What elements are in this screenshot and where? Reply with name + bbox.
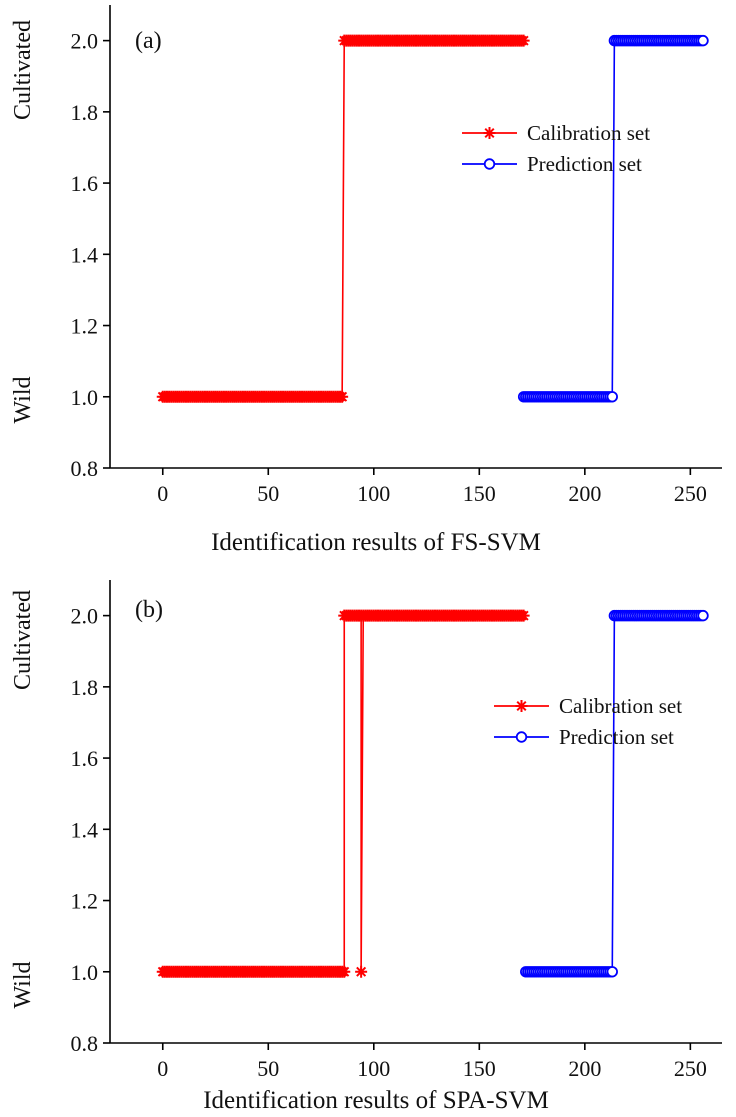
y-tick-label: 2.0 xyxy=(71,29,99,54)
x-tick-label: 250 xyxy=(674,1056,707,1081)
legend: Calibration set Prediction set xyxy=(462,121,650,176)
y-tick-label: 1.0 xyxy=(71,385,99,410)
panel-label: (b) xyxy=(135,597,163,623)
y-tick-label: 2.0 xyxy=(71,604,99,629)
y-label-cultivated: Cultivated xyxy=(10,20,36,120)
data-point xyxy=(517,34,530,47)
panel-a: 0 50 100 150 200 250 0.8 1.0 1.2 1.4 1.6 1.8 2.0 (a) I… xyxy=(10,5,722,556)
y-tick-label: 1.4 xyxy=(71,242,99,267)
legend: Calibration set Prediction set xyxy=(494,694,682,749)
series-calibration xyxy=(156,34,530,403)
data-point xyxy=(606,966,618,978)
x-tick-label: 100 xyxy=(357,481,390,506)
series-line xyxy=(162,39,524,398)
data-point xyxy=(355,965,368,978)
series-line xyxy=(523,39,704,398)
series-line xyxy=(162,614,524,973)
legend-marker xyxy=(515,700,528,712)
panel-label: (a) xyxy=(135,28,162,54)
x-axis-label: Identification results of FS-SVM xyxy=(211,529,541,556)
x-axis-label: Identification results of SPA-SVM xyxy=(203,1087,549,1114)
y-label-cultivated: Cultivated xyxy=(10,590,36,690)
x-tick-label: 100 xyxy=(357,1056,390,1081)
legend-label: Prediction set xyxy=(527,152,642,176)
y-tick-label: 1.6 xyxy=(71,746,99,771)
legend-label: Prediction set xyxy=(559,725,674,749)
y-tick-label: 0.8 xyxy=(71,1031,99,1056)
data-point xyxy=(517,609,530,622)
y-label-wild: Wild xyxy=(10,376,36,423)
legend-marker xyxy=(483,158,496,170)
x-tick-label: 250 xyxy=(674,481,707,506)
y-tick-label: 1.2 xyxy=(71,889,99,914)
y-tick-label: 1.2 xyxy=(71,314,99,339)
legend-label: Calibration set xyxy=(527,121,650,145)
y-tick-label: 1.8 xyxy=(71,675,99,700)
legend-marker xyxy=(515,731,528,743)
y-tick-label: 1.0 xyxy=(71,960,99,985)
x-tick-label: 150 xyxy=(463,481,496,506)
x-tick-label: 150 xyxy=(463,1056,496,1081)
x-tick-label: 50 xyxy=(257,1056,279,1081)
y-tick-label: 1.8 xyxy=(71,100,99,125)
legend-label: Calibration set xyxy=(559,694,682,718)
series-line xyxy=(525,614,704,973)
legend-marker xyxy=(483,127,496,139)
x-tick-label: 200 xyxy=(568,481,601,506)
y-tick-label: 0.8 xyxy=(71,456,99,481)
x-tick-label: 200 xyxy=(568,1056,601,1081)
y-tick-label: 1.6 xyxy=(71,171,99,196)
data-point xyxy=(697,609,709,622)
x-tick-label: 0 xyxy=(157,481,168,506)
x-tick-label: 0 xyxy=(157,1056,168,1081)
y-tick-label: 1.4 xyxy=(71,817,99,842)
y-label-wild: Wild xyxy=(10,961,36,1008)
data-point xyxy=(697,34,709,47)
data-point xyxy=(606,391,618,403)
data-point xyxy=(338,965,351,978)
x-tick-label: 50 xyxy=(257,481,279,506)
series-calibration xyxy=(156,609,530,978)
series-prediction xyxy=(517,34,709,403)
data-point xyxy=(336,390,349,403)
series-prediction xyxy=(520,609,709,978)
panel-b: 0 50 100 150 200 250 0.8 1.0 1.2 1.4 1.6 1.8 2.0 (b) I… xyxy=(10,580,722,1114)
